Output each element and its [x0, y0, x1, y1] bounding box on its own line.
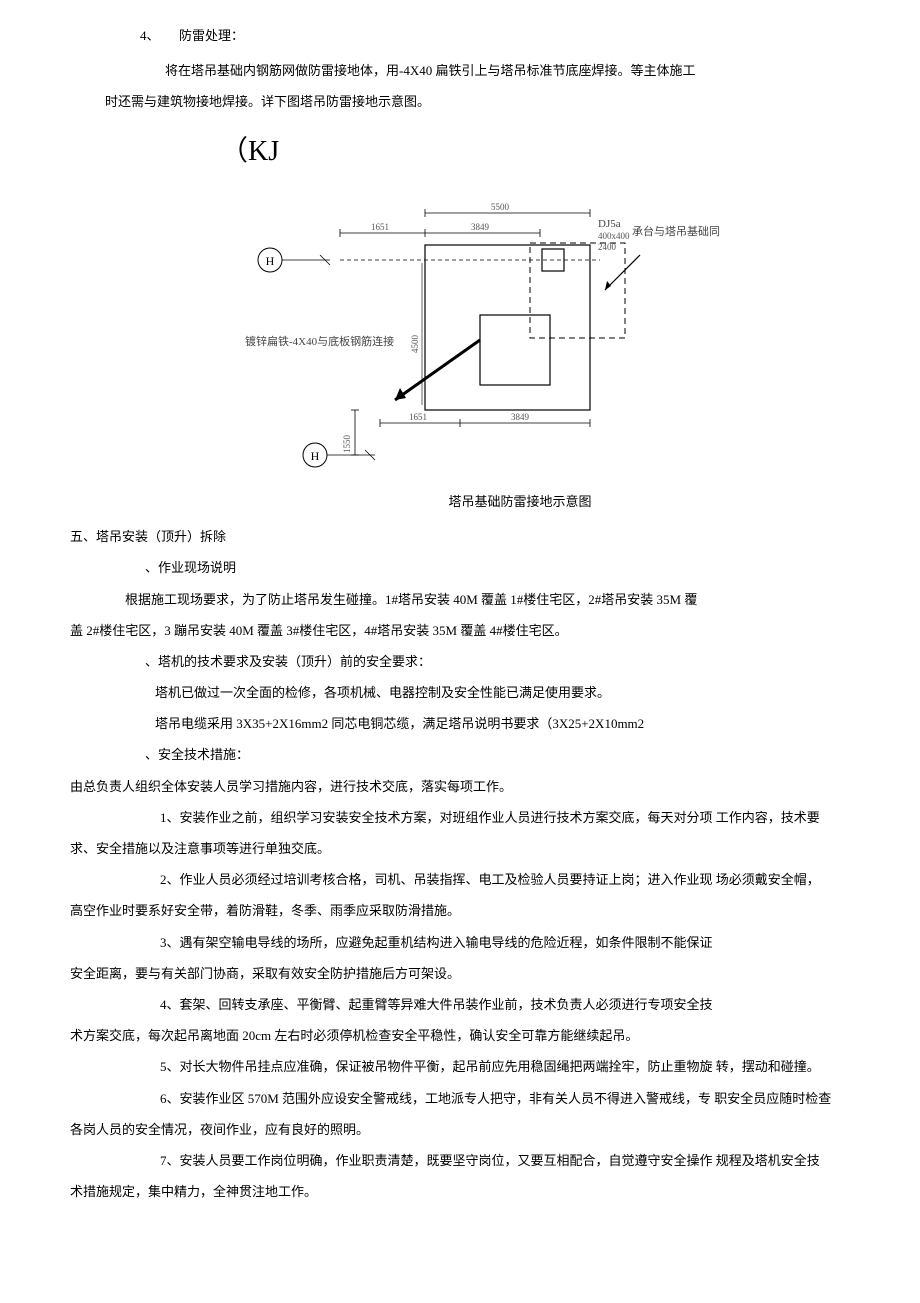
kj-label: （KJ	[220, 118, 850, 185]
label-dj5a: DJ5a	[598, 218, 621, 230]
n1a: 1、安装作业之前，组织学习安装安全技术方案，对班组作业人员进行技术方案交底，每天…	[160, 802, 850, 833]
dim-3849a: 3849	[471, 222, 490, 232]
n3b: 安全距离，要与有关部门协商，采取有效安全防护措施后方可架设。	[70, 958, 850, 989]
p1: 根据施工现场要求，为了防止塔吊发生碰撞。1#塔吊安装 40M 覆盖 1#楼住宅区…	[125, 584, 850, 615]
node-h-top: H	[266, 254, 275, 268]
n4b: 术方案交底，每次起吊离地面 20cm 左右时必须停机检查安全平稳性，确认安全可靠…	[70, 1020, 850, 1051]
p3: 塔机已做过一次全面的检修，各项机械、电器控制及安全性能已满足使用要求。	[155, 677, 850, 708]
label-right: 承台与塔吊基础同时施	[632, 224, 720, 238]
dim-5500: 5500	[491, 202, 510, 212]
n2a: 2、作业人员必须经过培训考核合格，司机、吊装指挥、电工及检验人员要持证上岗；进入…	[160, 864, 850, 895]
sub1: 、作业现场说明	[145, 552, 850, 583]
node-h-bottom: H	[311, 449, 320, 463]
sub3: 、安全技术措施：	[145, 739, 850, 770]
dim-4500: 4500	[410, 334, 420, 353]
p4: 塔吊电缆采用 3X35+2X16mm2 同芯电铜芯缆，满足塔吊说明书要求（3X2…	[155, 708, 850, 739]
diagram-caption: 塔吊基础防雷接地示意图	[190, 486, 850, 517]
n2b: 高空作业时要系好安全带，着防滑鞋，冬季、雨季应采取防滑措施。	[70, 895, 850, 926]
dim-1651a: 1651	[371, 222, 389, 232]
n5: 5、对长大物件吊挂点应准确，保证被吊物件平衡，起吊前应先用稳固绳把两端拴牢，防止…	[160, 1051, 850, 1082]
label-left: 镀锌扁铁-4X40与底板钢筋连接	[245, 334, 394, 348]
p2: 盖 2#楼住宅区，3 蹦吊安装 40M 覆盖 3#楼住宅区，4#塔吊安装 35M…	[70, 615, 850, 646]
label-dj5c: 2400	[598, 242, 617, 252]
section5-title: 五、塔吊安装（顶升）拆除	[70, 521, 850, 552]
n7a: 7、安装人员要工作岗位明确，作业职责清楚，既要坚守岗位，又要互相配合，自觉遵守安…	[160, 1145, 850, 1176]
para-1: 将在塔吊基础内钢筋网做防雷接地体，用-4X40 扁铁引上与塔吊标准节底座焊接。等…	[165, 55, 850, 86]
sub2: 、塔机的技术要求及安装（顶升）前的安全要求：	[145, 646, 850, 677]
diagram-container: 5500 1651 3849 H DJ5a 400x400 2400 承台与塔吊…	[70, 195, 850, 517]
dim-3849b: 3849	[511, 412, 530, 422]
grounding-diagram: 5500 1651 3849 H DJ5a 400x400 2400 承台与塔吊…	[200, 195, 720, 475]
n6b: 各岗人员的安全情况，夜间作业，应有良好的照明。	[70, 1114, 850, 1145]
item-4-header: 4、 防雷处理：	[140, 20, 850, 51]
para-2: 时还需与建筑物接地焊接。详下图塔吊防雷接地示意图。	[105, 86, 850, 117]
dim-1550: 1550	[342, 434, 352, 453]
n1b: 求、安全措施以及注意事项等进行单独交底。	[70, 833, 850, 864]
dim-1651b: 1651	[409, 412, 427, 422]
n6a: 6、安装作业区 570M 范围外应设安全警戒线，工地派专人把守，非有关人员不得进…	[160, 1083, 850, 1114]
n4a: 4、套架、回转支承座、平衡臂、起重臂等异难大件吊装作业前，技术负责人必须进行专项…	[160, 989, 850, 1020]
n3a: 3、遇有架空输电导线的场所，应避免起重机结构进入输电导线的危险近程，如条件限制不…	[160, 927, 850, 958]
p5: 由总负责人组织全体安装人员学习措施内容，进行技术交底，落实每项工作。	[70, 771, 850, 802]
label-dj5b: 400x400	[598, 231, 630, 241]
n7b: 术措施规定，集中精力，全神贯注地工作。	[70, 1176, 850, 1207]
